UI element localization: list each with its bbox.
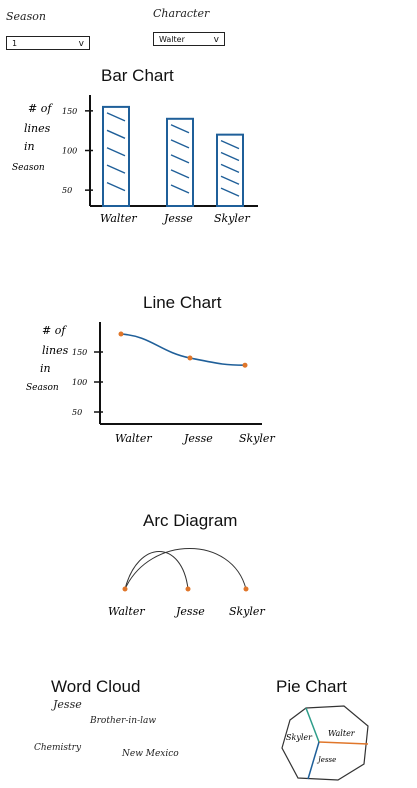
word-cloud-title: Word Cloud — [51, 677, 141, 696]
character-select-value: Walter — [159, 35, 185, 44]
bar-hatch — [170, 124, 190, 194]
line-point — [242, 362, 248, 368]
bar-ylabel-line: # of — [28, 102, 53, 115]
pie-outline — [281, 705, 369, 781]
line-chart-title: Line Chart — [143, 293, 222, 312]
pie-divider — [305, 707, 320, 743]
arc-node-walter — [122, 586, 128, 592]
arc-node-label: Walter — [108, 605, 145, 618]
arc-node-label: Skyler — [229, 605, 265, 618]
season-select[interactable]: 1 v — [6, 36, 90, 50]
line-point — [187, 355, 193, 361]
character-label: Character — [153, 7, 210, 20]
arc-node-skyler — [243, 586, 249, 592]
bar-y-tick-label: 50 — [62, 186, 72, 195]
bar-hatch — [106, 112, 126, 192]
line-y-tick-label: 100 — [72, 378, 87, 387]
line-y-tick-label: 150 — [72, 348, 87, 357]
season-label: Season — [6, 10, 46, 23]
line-category-label: Walter — [115, 432, 152, 445]
line-category-label: Jesse — [182, 432, 213, 445]
arc-node-label: Jesse — [174, 605, 205, 618]
line-series — [120, 333, 246, 366]
bar-ylabel-line: Season — [12, 163, 45, 173]
pie-divider — [318, 741, 369, 745]
bar — [216, 133, 244, 207]
line-ylabel-line: Season — [26, 383, 59, 393]
bar — [102, 105, 130, 207]
arc-diagram-title: Arc Diagram — [143, 511, 238, 530]
word-cloud-word: Brother-in-law — [90, 716, 157, 726]
season-select-value: 1 — [12, 39, 18, 48]
bar — [166, 117, 194, 208]
bar-y-tick-label: 150 — [62, 107, 77, 116]
line-chart: # of lines in Season 50 100 150 Walter Jess… — [26, 322, 275, 445]
arc-diagram: Walter Jesse Skyler — [108, 548, 265, 618]
word-cloud-word: Jesse — [53, 698, 82, 711]
bar-category-label: Walter — [100, 212, 137, 225]
word-cloud-word: New Mexico — [122, 749, 179, 759]
bar-category-label: Jesse — [162, 212, 193, 225]
bar-ylabel-line: in — [24, 140, 35, 153]
line-point — [118, 331, 124, 337]
line-ylabel-line: lines — [42, 344, 69, 357]
pie-slice-label: Skyler — [286, 733, 313, 742]
line-category-label: Skyler — [239, 432, 275, 445]
pie-divider — [307, 741, 320, 780]
pie-chart: Skyler Walter Jesse — [281, 705, 369, 781]
bar-chart: # of lines in Season 50 100 150 Walter Jess… — [12, 95, 258, 225]
pie-slice-label: Jesse — [316, 756, 336, 764]
chevron-down-icon: v — [78, 39, 84, 49]
pie-chart-title: Pie Chart — [276, 677, 347, 696]
bar-ylabel-line: lines — [24, 122, 51, 135]
bar-y-tick-label: 100 — [62, 147, 77, 156]
character-select[interactable]: Walter v — [153, 32, 225, 46]
chevron-down-icon: v — [213, 35, 219, 45]
line-y-tick-label: 50 — [72, 408, 82, 417]
line-ylabel-line: in — [40, 362, 51, 375]
word-cloud-word: Chemistry — [34, 743, 82, 753]
bar-category-label: Skyler — [214, 212, 250, 225]
arc-walter-skyler — [124, 548, 247, 590]
arc-walter-jesse — [124, 551, 189, 590]
bar-chart-title: Bar Chart — [101, 66, 174, 85]
pie-slice-label: Walter — [328, 729, 356, 738]
line-ylabel-line: # of — [42, 324, 67, 337]
arc-node-jesse — [185, 586, 191, 592]
bar-hatch — [220, 140, 240, 197]
